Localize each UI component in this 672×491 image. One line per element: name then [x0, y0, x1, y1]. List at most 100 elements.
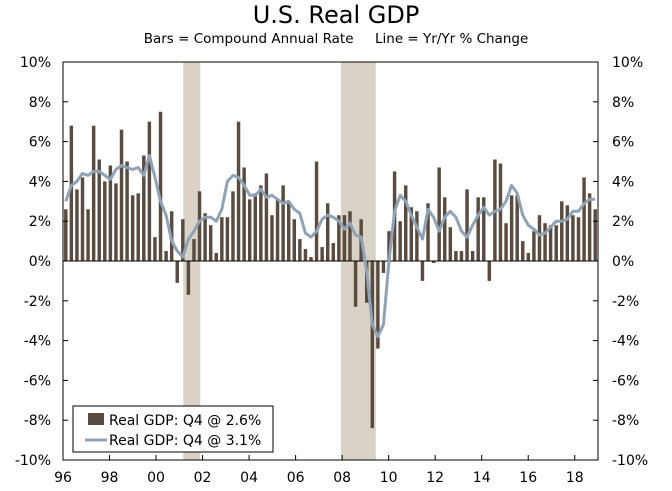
legend-box: [72, 405, 274, 453]
yoy-line-series: [64, 154, 596, 339]
y-tick-label-right: 8%: [612, 95, 634, 111]
y-tick-label-left: -6%: [24, 373, 51, 389]
y-tick-label-left: 8%: [29, 95, 51, 111]
bar: [582, 177, 586, 261]
bar: [208, 225, 213, 261]
bar: [353, 261, 358, 307]
bar: [125, 161, 129, 261]
bar: [247, 199, 252, 261]
y-tick-label-left: 6%: [29, 135, 51, 151]
y-tick-label-left: -4%: [24, 334, 51, 350]
bar: [509, 195, 514, 261]
bar: [197, 191, 202, 261]
x-tick-label: 14: [473, 470, 491, 486]
bar: [370, 261, 375, 429]
bar: [521, 241, 525, 261]
bar: [270, 215, 274, 261]
bar: [571, 215, 575, 261]
bar: [264, 173, 269, 261]
legend-bar-label: Real GDP: Q4 @ 2.6%: [109, 413, 261, 429]
bar: [175, 261, 179, 283]
y-tick-label-right: -8%: [612, 413, 639, 429]
bar: [97, 159, 101, 261]
chart-subtitle: Bars = Compound Annual Rate Line = Yr/Yr…: [0, 30, 672, 48]
bar: [80, 177, 85, 261]
x-tick-label: 10: [380, 470, 398, 486]
bar: [381, 261, 386, 273]
bar: [476, 197, 480, 261]
legend-bar-swatch: [88, 413, 104, 425]
bar: [415, 211, 419, 261]
bar: [459, 251, 464, 261]
bar: [587, 193, 592, 261]
bar-series: [64, 111, 597, 429]
y-tick-label-right: 10%: [612, 55, 643, 71]
y-tick-label-left: -2%: [24, 294, 51, 310]
bar: [482, 197, 486, 261]
bar: [130, 195, 135, 261]
x-tick-label: 02: [194, 470, 212, 486]
bar: [225, 217, 230, 261]
bar: [560, 201, 564, 261]
bar: [181, 219, 185, 261]
bar: [220, 217, 224, 261]
bar: [214, 253, 218, 261]
bar: [431, 261, 436, 263]
y-tick-label-left: 4%: [29, 174, 51, 190]
bar: [376, 261, 380, 349]
bar: [242, 167, 246, 261]
legend: Real GDP: Q4 @ 2.6% Real GDP: Q4 @ 3.1%: [72, 405, 274, 453]
bar: [515, 195, 519, 261]
axes: 10% 10% 8% 8% 6% 6% 4% 4% 2% 2% 0% 0% -2% -2% -4% -4% -6…: [15, 55, 648, 486]
x-tick-label: 18: [566, 470, 584, 486]
bar: [470, 251, 475, 261]
bar: [231, 191, 235, 261]
bar: [186, 261, 191, 295]
y-tick-label-right: 4%: [612, 174, 634, 190]
bar: [404, 185, 408, 261]
bar: [286, 201, 291, 261]
legend-line-label: Real GDP: Q4 @ 3.1%: [109, 433, 261, 449]
bar: [398, 221, 402, 261]
bar: [253, 193, 257, 261]
bar: [443, 197, 447, 261]
x-tick-label: 98: [101, 470, 119, 486]
bar: [136, 193, 140, 261]
x-tick-label: 96: [54, 470, 72, 486]
bar: [331, 243, 336, 261]
bar: [409, 207, 414, 261]
y-tick-label-left: 2%: [29, 214, 51, 230]
y-tick-label-left: -8%: [24, 413, 51, 429]
y-tick-label-left: -10%: [15, 453, 51, 469]
bar: [108, 165, 113, 261]
bar: [203, 213, 207, 261]
y-tick-label-right: 2%: [612, 214, 634, 230]
bar: [532, 231, 536, 261]
y-tick-label-left: 0%: [29, 254, 51, 270]
y-tick-label-right: 0%: [612, 254, 634, 270]
bar: [142, 155, 146, 261]
bar: [387, 231, 391, 261]
bar: [64, 209, 68, 261]
bar: [465, 189, 469, 261]
bar: [119, 129, 124, 261]
bar: [498, 163, 503, 261]
bar: [75, 189, 79, 261]
bar: [437, 167, 441, 261]
bar: [281, 185, 285, 261]
bar: [576, 217, 581, 261]
y-tick-label-right: 6%: [612, 135, 634, 151]
x-tick-label: 04: [240, 470, 258, 486]
bar: [565, 205, 570, 261]
bar: [236, 121, 241, 261]
x-tick-label: 16: [519, 470, 537, 486]
bar: [342, 215, 347, 261]
bar: [147, 121, 152, 261]
bar: [114, 183, 118, 261]
bar: [504, 223, 508, 261]
bar: [337, 215, 341, 261]
bar: [91, 125, 96, 262]
bar: [325, 203, 330, 261]
bar: [298, 239, 302, 261]
bar: [593, 209, 597, 261]
